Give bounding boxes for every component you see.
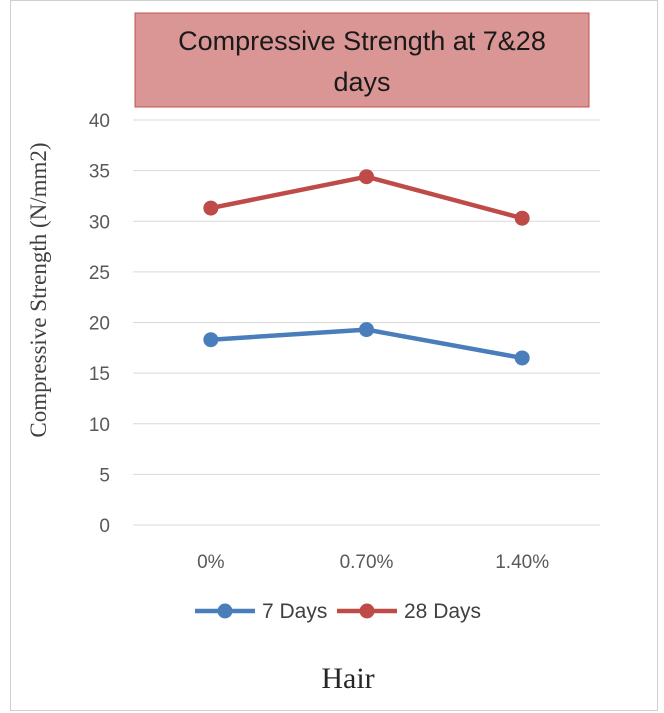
y-tick-label: 30 [89,212,110,233]
data-point [359,169,374,185]
chart-title-box [134,12,590,108]
chart-title-line-2: days [333,67,390,97]
legend-marker [217,603,233,619]
series-layer [203,169,530,366]
x-axis-label: Hair [321,662,374,695]
y-axis-label: Compressive Strength (N/mm2) [26,142,51,437]
legend-label: 28 Days [404,600,481,623]
y-tick-label: 25 [89,263,110,284]
series-1 [203,322,530,366]
gridlines [133,119,600,526]
data-point [359,322,374,338]
legend-label: 7 Days [262,600,327,623]
data-point [514,350,530,366]
x-tick-label: 0% [197,552,225,573]
series-2 [203,169,530,226]
x-tick-label: 0.70% [340,552,394,573]
data-point [203,332,219,348]
y-tick-label: 5 [99,465,110,486]
y-axis-ticks: 0 5 10 15 20 25 30 35 40 [89,111,110,537]
data-point [203,200,219,216]
chart-title: Compressive Strength at 7&28 days [134,12,590,108]
legend-item: 7 Days [195,600,327,623]
x-tick-label: 1.40% [495,552,549,573]
legend-marker [359,603,375,619]
chart-frame [10,0,658,711]
y-tick-label: 20 [89,314,110,335]
chart-title-line-1: Compressive Strength at 7&28 [178,26,546,56]
legend-item: 28 Days [337,600,481,623]
y-tick-label: 0 [99,516,110,537]
y-tick-label: 40 [89,111,110,132]
y-tick-label: 10 [89,415,110,436]
y-tick-label: 35 [89,162,110,183]
data-point [514,210,530,226]
legend: 7 Days 28 Days [195,600,481,623]
x-axis-ticks: 0% 0.70% 1.40% [197,552,549,573]
y-tick-label: 15 [89,364,110,385]
